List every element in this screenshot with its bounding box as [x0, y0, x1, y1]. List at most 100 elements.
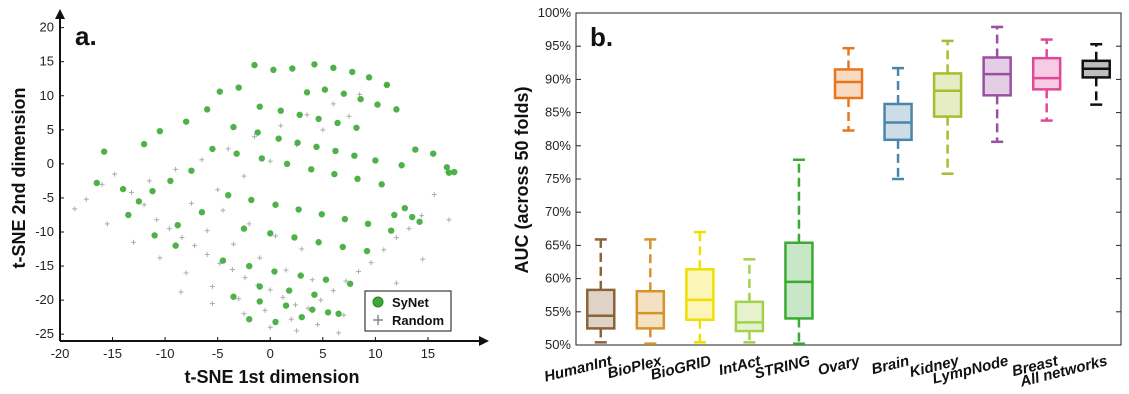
tsne-x-tick-label: -20: [51, 346, 70, 361]
synet-point: [295, 206, 302, 213]
tsne-x-tick-label: 5: [319, 346, 326, 361]
random-point: [241, 173, 247, 179]
box-lympnode: [982, 25, 1012, 144]
synet-point: [364, 220, 372, 228]
synet-point: [282, 302, 290, 309]
tsne-x-tick-label: -5: [212, 346, 224, 361]
synet-point: [365, 74, 373, 81]
synet-point: [315, 239, 322, 246]
synet-point: [330, 64, 337, 72]
synet-point: [246, 316, 253, 323]
random-point: [131, 239, 137, 245]
tsne-x-axis-label: t-SNE 1st dimension: [184, 367, 359, 387]
boxplot-boxes: [586, 25, 1111, 345]
tsne-points: [72, 61, 458, 336]
tsne-x-tick-label: -15: [103, 346, 122, 361]
panel-label-b: b.: [590, 22, 613, 52]
box-iqr: [784, 241, 814, 320]
random-point: [225, 146, 231, 152]
tsne-y-tick-label: -5: [42, 190, 54, 205]
random-point: [166, 226, 172, 232]
synet-point: [445, 169, 453, 176]
tsne-y-axis-label: t-SNE 2nd dimension: [9, 87, 29, 268]
boxplot-category-label: STRING: [753, 352, 812, 382]
random-point: [183, 270, 189, 276]
boxplot-category-label: Ovary: [816, 352, 862, 379]
tsne-legend: SyNet Random: [364, 290, 452, 332]
synet-point: [351, 152, 358, 159]
random-point: [178, 289, 184, 295]
random-point: [246, 221, 252, 227]
box-kidney: [932, 39, 963, 175]
synet-point: [119, 185, 127, 193]
random-point: [278, 123, 284, 129]
synet-point: [270, 66, 277, 74]
synet-point: [339, 243, 346, 251]
tsne-y-ticks: -25 -20 -15 -10 -5 0 5 10 15 20: [35, 20, 64, 341]
synet-point: [334, 119, 341, 127]
box-bioplex: [635, 238, 666, 345]
tsne-x-ticks: -20 -15 -10 -5 0 5 10 15: [51, 337, 435, 361]
random-point: [267, 287, 273, 293]
random-point: [173, 166, 179, 172]
synet-point: [340, 90, 348, 97]
tsne-y-tick-label: 0: [47, 156, 54, 171]
random-point: [257, 255, 263, 261]
synet-point: [308, 166, 315, 173]
synet-point: [291, 234, 298, 241]
synet-point: [277, 107, 284, 114]
boxplot-y-tick-label: 65%: [545, 237, 571, 252]
box-iqr: [833, 68, 864, 100]
box-intact: [734, 258, 765, 344]
random-point: [294, 328, 300, 334]
random-point: [288, 316, 294, 322]
random-point: [420, 256, 426, 262]
random-point: [336, 330, 342, 336]
random-point: [236, 296, 242, 302]
tsne-panel: -20 -15 -10 -5 0 5 10 15 -25 -20 -15 -10 -5 0 5 10 15 20…: [9, 9, 489, 387]
box-iqr: [932, 72, 963, 118]
box-string: [784, 158, 814, 345]
random-point: [99, 181, 105, 187]
synet-point: [346, 280, 354, 287]
random-point: [346, 113, 352, 119]
synet-point: [272, 201, 279, 208]
synet-point: [387, 227, 395, 234]
random-point: [267, 158, 273, 164]
box-iqr: [586, 288, 616, 330]
random-point: [267, 324, 273, 330]
synet-point: [219, 257, 227, 264]
synet-point: [203, 106, 211, 113]
synet-point: [198, 209, 206, 216]
synet-point: [296, 111, 303, 119]
synet-point: [297, 272, 304, 279]
random-point: [292, 302, 298, 308]
synet-point: [391, 211, 398, 219]
tsne-x-tick-label: -10: [156, 346, 175, 361]
boxplot-y-tick-label: 70%: [545, 204, 571, 219]
synet-point: [93, 179, 100, 187]
synet-point: [378, 181, 385, 188]
random-point: [341, 312, 347, 318]
random-point: [343, 278, 349, 284]
synet-point: [383, 81, 391, 89]
synet-point: [256, 103, 263, 110]
random-point: [141, 202, 147, 208]
auc-boxplot-panel: 50% 55% 60% 65% 70% 75% 80% 85% 90% 95% 100% Human…: [512, 5, 1122, 391]
synet-point: [430, 150, 437, 157]
synet-point: [315, 115, 322, 123]
synet-point: [225, 192, 232, 199]
synet-point: [271, 268, 278, 275]
random-point: [188, 200, 194, 206]
synet-point: [174, 221, 181, 229]
random-point: [242, 275, 248, 281]
tsne-y-tick-label: 5: [47, 122, 54, 137]
random-point: [146, 178, 152, 184]
boxplot-y-tick-label: 95%: [545, 38, 571, 53]
random-point: [199, 157, 205, 163]
boxplot-y-ticks: 50% 55% 60% 65% 70% 75% 80% 85% 90% 95% 100%: [538, 5, 1121, 352]
synet-point: [151, 232, 158, 239]
synet-point: [298, 313, 305, 321]
random-point: [83, 196, 89, 202]
